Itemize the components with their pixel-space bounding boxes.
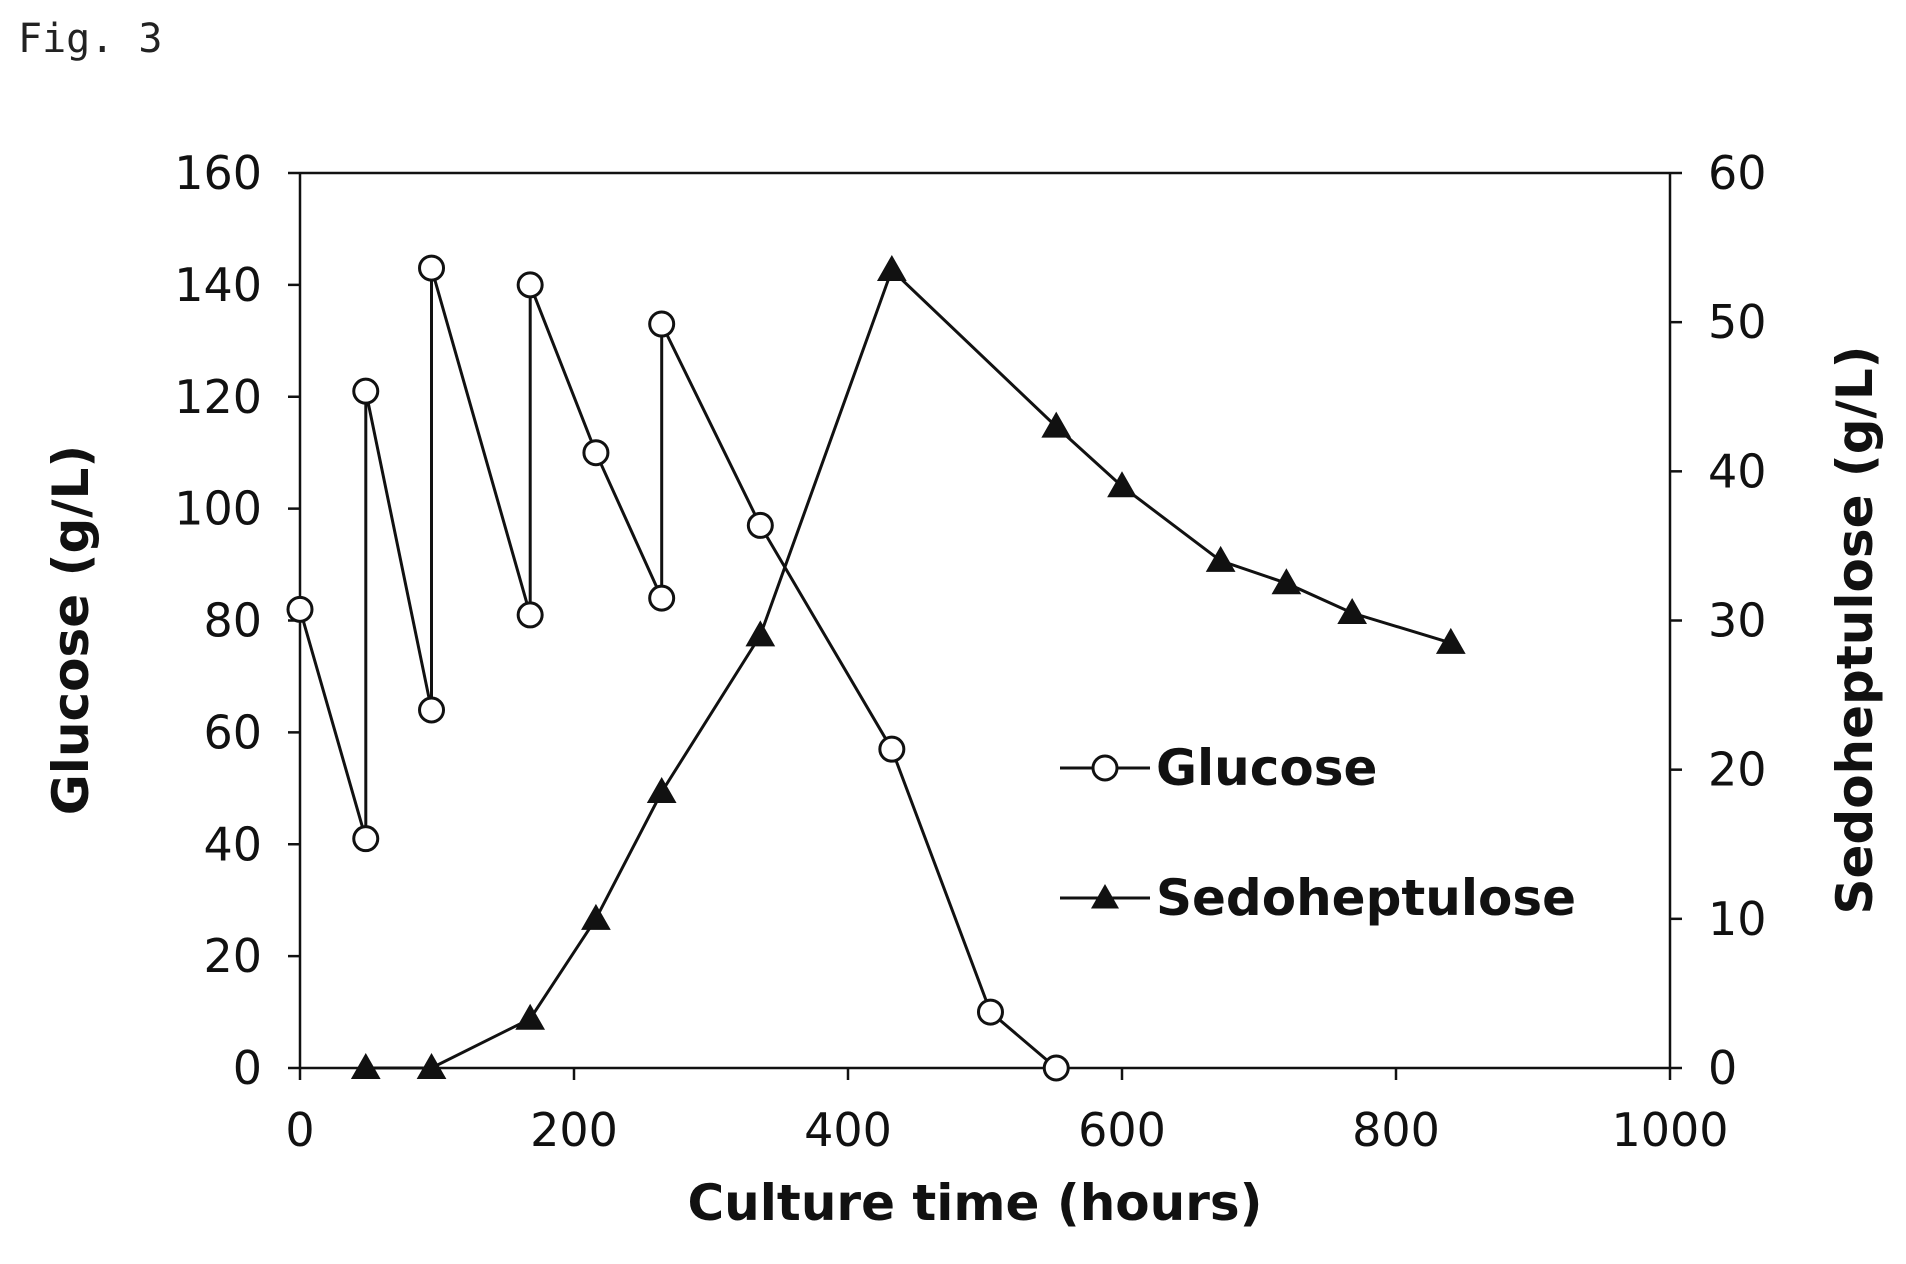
sedoheptulose-data-point [1337,598,1368,625]
sedoheptulose-series-line [365,267,1452,1070]
y-tick-label: 160 [174,146,262,200]
sedoheptulose-data-point [350,1052,381,1079]
glucose-data-point [582,439,610,467]
y2-tick-label: 20 [1708,743,1767,797]
y-tick-label: 100 [174,482,262,536]
left-y-axis-ticks: 0 20 40 60 80 100 120 140 160 [174,146,300,1095]
sedoheptulose-data-point [876,254,907,281]
y-tick-label: 40 [203,817,262,871]
x-tick-label: 200 [530,1103,618,1157]
y-tick-label: 120 [174,370,262,424]
x-axis-title: Culture time (hours) [687,1174,1262,1232]
y2-tick-label: 50 [1708,295,1767,349]
glucose-series-line [298,267,1058,1070]
legend-glucose-label: Glucose [1156,739,1377,797]
sedoheptulose-data-point [581,903,611,930]
glucose-data-point [352,377,380,405]
y-tick-label: 0 [233,1041,262,1095]
y-tick-label: 60 [203,705,262,759]
x-tick-label: 600 [1078,1103,1166,1157]
x-axis-ticks: 0 200 400 600 800 1000 [285,1068,1729,1157]
right-y-axis-ticks: 0 10 20 30 40 50 60 [1670,146,1767,1095]
y-tick-label: 20 [203,929,262,983]
x-tick-label: 0 [285,1103,314,1157]
sedoheptulose-data-point [745,620,776,647]
y2-tick-label: 30 [1708,594,1767,648]
left-y-axis-title: Glucose (g/L) [42,445,100,815]
x-tick-label: 1000 [1611,1103,1728,1157]
legend-glucose-marker [1091,754,1119,782]
sedoheptulose-data-point [646,777,677,804]
glucose-data-point [516,601,544,629]
sedoheptulose-data-point [1271,568,1302,595]
sedoheptulose-data-point [1041,411,1072,438]
glucose-data-point [1042,1054,1070,1082]
y-tick-label: 140 [174,258,262,312]
y2-tick-label: 60 [1708,146,1767,200]
glucose-data-point [976,998,1004,1026]
legend-sedoheptulose-label: Sedoheptulose [1156,869,1576,927]
sedoheptulose-data-point [515,1003,546,1030]
x-tick-label: 400 [804,1103,892,1157]
y2-tick-label: 40 [1708,444,1767,498]
y2-tick-label: 10 [1708,892,1767,946]
glucose-data-point [352,825,380,853]
plot-frame [298,171,1672,1070]
sedoheptulose-data-point [1205,545,1236,572]
glucose-data-point [286,595,314,623]
sedoheptulose-data-point [1435,627,1466,654]
glucose-data-point [648,584,676,612]
glucose-data-point [418,254,446,282]
y-tick-label: 80 [203,594,262,648]
glucose-data-point [746,511,774,539]
series-layer [286,254,1466,1082]
figure-label: Fig. 3 [18,16,163,62]
legend: Glucose Sedoheptulose [1060,739,1576,927]
glucose-data-point [516,271,544,299]
sedoheptulose-data-point [416,1052,447,1079]
sedoheptulose-data-point [1107,471,1137,498]
y2-tick-label: 0 [1708,1041,1737,1095]
right-y-axis-title: Sedoheptulose (g/L) [1826,345,1884,914]
glucose-data-point [648,310,676,338]
glucose-data-point [878,735,906,763]
legend-sedoheptulose-marker [1091,884,1119,909]
glucose-data-point [418,696,446,724]
x-tick-label: 800 [1352,1103,1440,1157]
